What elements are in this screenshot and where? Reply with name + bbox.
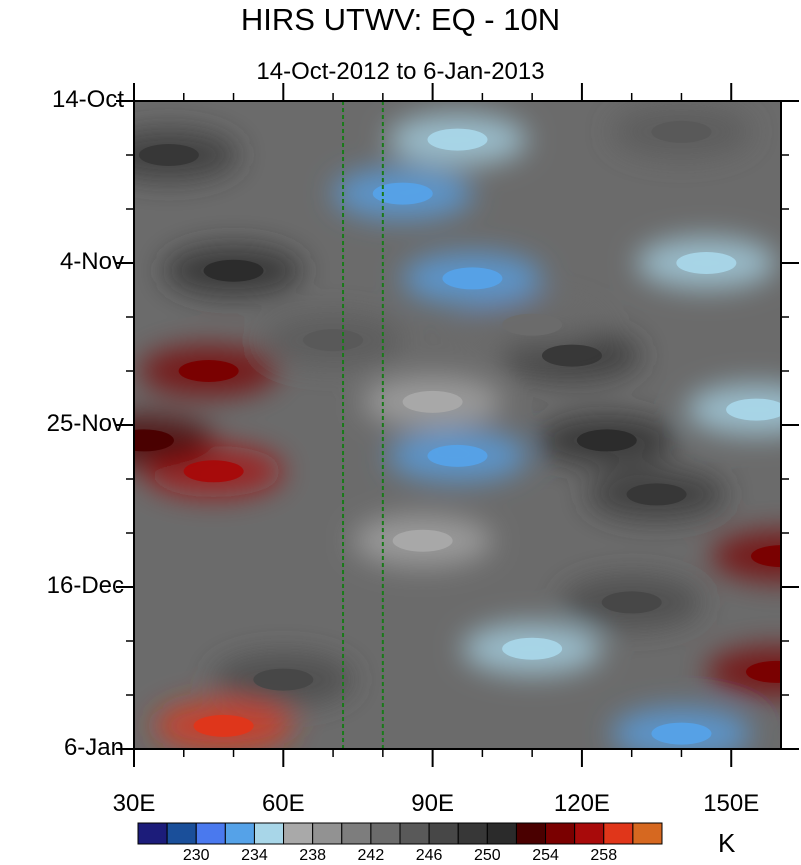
x-tick-label-4: 150E xyxy=(703,790,760,817)
chart-title: HIRS UTWV: EQ - 10N xyxy=(240,2,561,37)
colorbar-box-5 xyxy=(283,822,314,845)
field-core-20 xyxy=(651,120,712,143)
field-core-18 xyxy=(541,344,602,367)
colorbar-label-5: 250 xyxy=(473,847,501,864)
y-tick-label-3: 16-Dec xyxy=(46,572,124,599)
field-core-23 xyxy=(502,313,563,336)
colorbar-box-8 xyxy=(370,822,401,845)
colorbar-box-16 xyxy=(603,822,634,845)
colorbar-units: K xyxy=(718,828,736,858)
field-core-4 xyxy=(193,714,254,737)
colorbar-label-3: 242 xyxy=(357,847,385,864)
colorbar-label-0: 230 xyxy=(182,847,210,864)
colorbar-label-6: 254 xyxy=(532,847,559,864)
field-core-3 xyxy=(134,429,174,452)
colorbar-box-3 xyxy=(224,822,255,845)
chart-subtitle: 14-Oct-2012 to 6-Jan-2013 xyxy=(256,58,545,85)
field-core-6 xyxy=(203,259,264,282)
field-core-9 xyxy=(442,267,503,290)
field-core-8 xyxy=(427,128,488,151)
colorbar-box-1 xyxy=(166,822,197,845)
field-core-2 xyxy=(183,460,244,483)
colorbar-box-0 xyxy=(137,822,168,845)
field-blob-22 xyxy=(706,645,781,698)
colorbar-box-9 xyxy=(399,822,430,845)
colorbar-box-2 xyxy=(195,822,226,845)
field-core-7 xyxy=(372,182,433,205)
field-core-19 xyxy=(626,483,687,506)
colorbar-box-13 xyxy=(515,822,547,845)
colorbar-box-14 xyxy=(545,822,576,845)
field-core-0 xyxy=(138,144,199,166)
field-core-21 xyxy=(751,545,781,568)
field-core-12 xyxy=(392,529,453,552)
x-tick-label-3: 120E xyxy=(553,790,610,817)
colorbar-label-7: 258 xyxy=(590,847,618,864)
colorbar-box-10 xyxy=(428,822,459,845)
field-core-14 xyxy=(651,722,712,745)
field-core-15 xyxy=(676,252,737,274)
colorbar-box-4 xyxy=(253,822,285,845)
field-core-11 xyxy=(427,444,488,467)
field-core-13 xyxy=(502,637,563,660)
field-core-24 xyxy=(601,591,662,614)
field-core-5 xyxy=(253,668,314,691)
field-core-25 xyxy=(303,329,364,352)
axis-ticks xyxy=(116,83,799,767)
colorbar-box-6 xyxy=(312,822,343,845)
y-tick-label-1: 4-Nov xyxy=(59,248,124,275)
contour-field xyxy=(134,101,781,749)
colorbar-label-1: 234 xyxy=(241,847,268,864)
colorbar-box-11 xyxy=(457,822,488,845)
field-core-17 xyxy=(576,429,637,452)
field-core-16 xyxy=(726,398,781,421)
field-core-1 xyxy=(178,360,239,382)
colorbar-label-4: 246 xyxy=(415,847,443,864)
x-tick-label-0: 30E xyxy=(112,790,156,817)
reference-lines xyxy=(342,101,384,749)
x-tick-label-1: 60E xyxy=(261,790,305,817)
field-blob-3 xyxy=(134,414,214,467)
y-tick-label-0: 14-Oct xyxy=(51,86,124,113)
field-core-22 xyxy=(746,660,781,683)
y-tick-label-4: 6-Jan xyxy=(63,734,124,761)
colorbar-box-12 xyxy=(486,822,517,845)
colorbar-box-17 xyxy=(632,822,663,845)
x-tick-label-2: 90E xyxy=(411,790,454,817)
colorbar-box-7 xyxy=(341,822,372,845)
field-core-10 xyxy=(402,390,463,413)
colorbar-label-2: 238 xyxy=(299,847,326,864)
colorbar-box-15 xyxy=(574,822,605,845)
y-tick-label-2: 25-Nov xyxy=(46,410,124,437)
field-blob-21 xyxy=(711,530,781,583)
